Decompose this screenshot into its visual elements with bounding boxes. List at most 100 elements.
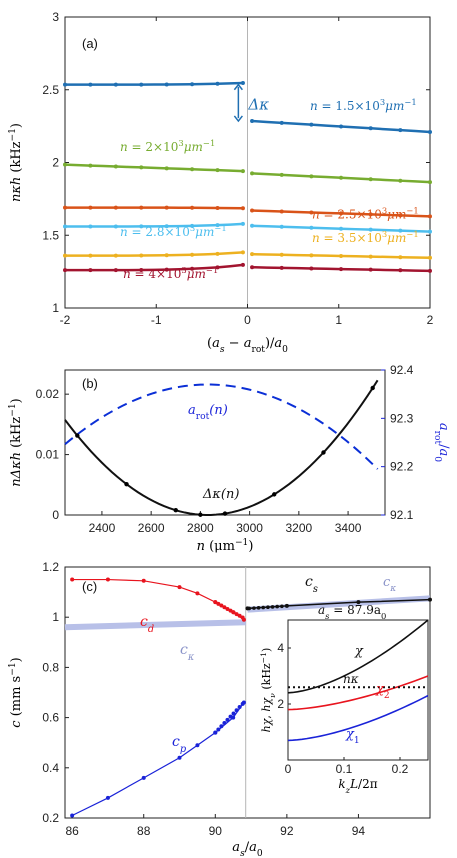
series-point: [250, 119, 255, 124]
c-p-label: cp: [172, 734, 187, 755]
c-d-point: [228, 608, 233, 613]
x-tick-label: 90: [209, 824, 223, 838]
series-point: [113, 164, 118, 169]
c-p-point: [225, 717, 230, 722]
series-point: [215, 205, 220, 210]
series-point: [240, 262, 245, 267]
series-line-left: [64, 222, 244, 228]
c-d-point: [213, 600, 218, 605]
y-axis-label-text: nΔκh (kHz−1): [8, 398, 24, 486]
delta-kappa-point: [321, 450, 326, 455]
c-p-point: [105, 795, 110, 800]
c-p-point: [234, 708, 239, 713]
series-point: [279, 224, 284, 229]
c-p-point: [141, 775, 146, 780]
series-point: [309, 122, 314, 127]
x-axis-label: as/a0: [232, 840, 263, 858]
chi-label: χ: [354, 644, 364, 659]
series-point: [88, 224, 93, 229]
y-right-axis-label-text: arot/a0: [432, 423, 451, 462]
series-point: [190, 205, 195, 210]
series-line-left: [64, 263, 244, 272]
n-kappa-label: nκ: [343, 672, 359, 686]
series-point: [164, 166, 169, 171]
series-line-left: [64, 81, 243, 86]
c-p-point: [70, 813, 75, 818]
y-right-tick-label: 92.1: [390, 508, 414, 522]
x-tick-label: 3200: [285, 521, 312, 535]
series-point: [139, 224, 144, 229]
series-point: [368, 227, 373, 232]
c-s-point: [252, 606, 256, 610]
x-tick-label: 88: [137, 824, 151, 838]
series-point: [309, 266, 314, 271]
series-label: n = 3.5×103μm−1: [312, 229, 419, 245]
c-d-point: [240, 615, 245, 620]
series-point: [164, 267, 169, 272]
x-axis-label: n (μm−1): [197, 538, 254, 554]
c-p-point: [195, 743, 200, 748]
y-tick-label: 1.5: [42, 228, 59, 242]
panel-label: (a): [82, 36, 98, 51]
series-point: [309, 174, 314, 179]
a-rot-label: arot(n): [188, 403, 228, 422]
series-point: [428, 214, 432, 219]
series-point: [428, 268, 432, 273]
series-point: [139, 267, 144, 272]
x-tick-label: 3400: [335, 521, 362, 535]
c-s-point: [275, 604, 280, 609]
series-label: n = 2.8×103μm−1: [120, 223, 227, 239]
c-p-point: [216, 727, 221, 732]
inset-x-tick-label: 0.2: [392, 762, 409, 776]
y-tick-label: 1: [52, 610, 59, 624]
c-d-point: [177, 585, 182, 590]
series-point: [190, 223, 195, 228]
y-right-tick-label: 92.2: [390, 460, 414, 474]
chi1-label: χ1: [345, 727, 360, 746]
x-tick-label: 94: [352, 824, 366, 838]
chi-curve: [287, 619, 429, 694]
series-point: [139, 165, 144, 170]
delta-kappa-point: [75, 433, 80, 438]
panel-b: 2400 2600 2800 3000 3200 3400 0 0.01 0.02 92.1 92.…: [8, 363, 451, 554]
y-tick-label: 0.02: [36, 387, 60, 401]
arrow-head-up: [233, 83, 243, 91]
c-s-point: [256, 606, 261, 610]
c-d-point: [195, 591, 200, 596]
y-axis-label: c (mm s−1): [8, 657, 24, 727]
c-d-point: [141, 578, 146, 583]
series-point: [240, 169, 245, 174]
series-point: [279, 265, 284, 270]
a-rot-curve: [64, 383, 379, 470]
c-kappa-right-label: cκ: [383, 575, 396, 594]
series-point: [368, 177, 373, 182]
plot-frame: [64, 566, 431, 819]
x-tick-label: 0: [244, 313, 251, 327]
c-s-point: [266, 605, 270, 610]
y-axis-label-text: c (mm s−1): [8, 657, 24, 727]
y-tick-label: 0.6: [42, 711, 59, 725]
series-point: [339, 267, 344, 272]
c-d-label: cd: [140, 614, 154, 635]
series-point: [279, 209, 284, 214]
series-point: [368, 126, 373, 131]
delta-kappa-point: [272, 492, 277, 497]
series-point: [139, 205, 144, 210]
delta-kappa-point: [173, 508, 178, 513]
inset-x-tick-label: 0: [285, 762, 292, 776]
c-s-point: [270, 605, 275, 609]
series-label: n = 1.5×103μm−1: [310, 97, 417, 113]
c-d-point: [219, 603, 224, 608]
series-point: [339, 226, 344, 231]
c-d-point: [237, 613, 242, 618]
series-point: [250, 265, 255, 270]
series-point: [63, 224, 67, 229]
series-point: [250, 171, 255, 176]
series-point: [240, 221, 245, 226]
series-point: [113, 82, 118, 87]
series-point: [190, 266, 195, 271]
series-point: [63, 82, 67, 87]
c-p-point: [177, 755, 182, 760]
series-point: [63, 205, 67, 210]
